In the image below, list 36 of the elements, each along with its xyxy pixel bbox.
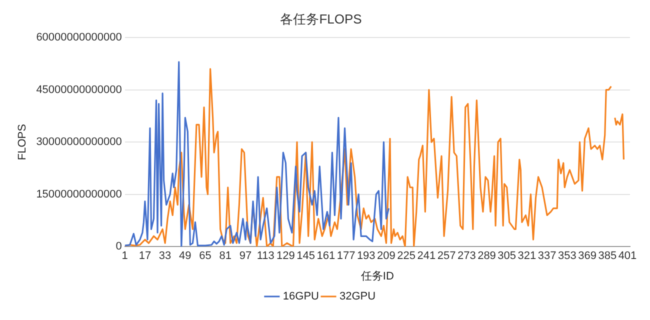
x-tick-label: 305: [498, 250, 516, 262]
x-tick-label: 241: [417, 250, 436, 262]
x-tick-label: 113: [256, 250, 274, 262]
x-tick-label: 129: [276, 250, 295, 262]
x-tick-label: 385: [598, 250, 617, 262]
x-tick-label: 1: [122, 250, 128, 262]
x-tick-label: 401: [618, 250, 637, 262]
legend-label: 32GPU: [340, 290, 376, 303]
x-tick-label: 97: [239, 250, 252, 262]
x-tick-label: 177: [336, 250, 356, 262]
y-axis-title: FLOPS: [16, 124, 29, 160]
x-tick-label: 369: [578, 250, 596, 262]
x-tick-label: 337: [538, 250, 556, 262]
x-tick-label: 289: [478, 250, 496, 262]
x-tick-label: 65: [199, 250, 212, 262]
x-tick-label: 353: [558, 250, 576, 262]
x-tick-label: 225: [397, 250, 416, 262]
x-tick-label: 321: [518, 250, 536, 262]
x-tick-label: 193: [356, 250, 376, 262]
x-tick-label: 257: [437, 250, 456, 262]
y-tick-label: 15000000000000: [36, 188, 122, 200]
x-tick-label: 209: [377, 250, 396, 262]
y-tick-label: 30000000000000: [36, 136, 122, 148]
x-tick-label: 145: [296, 250, 315, 262]
x-tick-label: 17: [138, 250, 152, 262]
x-tick-label: 161: [316, 250, 336, 262]
y-tick-label: 60000000000000: [36, 32, 122, 44]
x-axis-title: 任务ID: [360, 270, 394, 282]
y-tick-label: 45000000000000: [36, 84, 122, 96]
x-tick-label: 33: [158, 250, 172, 262]
x-tick-label: 81: [219, 250, 232, 262]
y-tick-label: 0: [116, 240, 122, 253]
legend-label: 16GPU: [282, 290, 320, 303]
x-tick-label: 49: [179, 250, 192, 262]
x-tick-label: 273: [457, 250, 476, 262]
chart-title: 各任务FLOPS: [280, 11, 362, 26]
